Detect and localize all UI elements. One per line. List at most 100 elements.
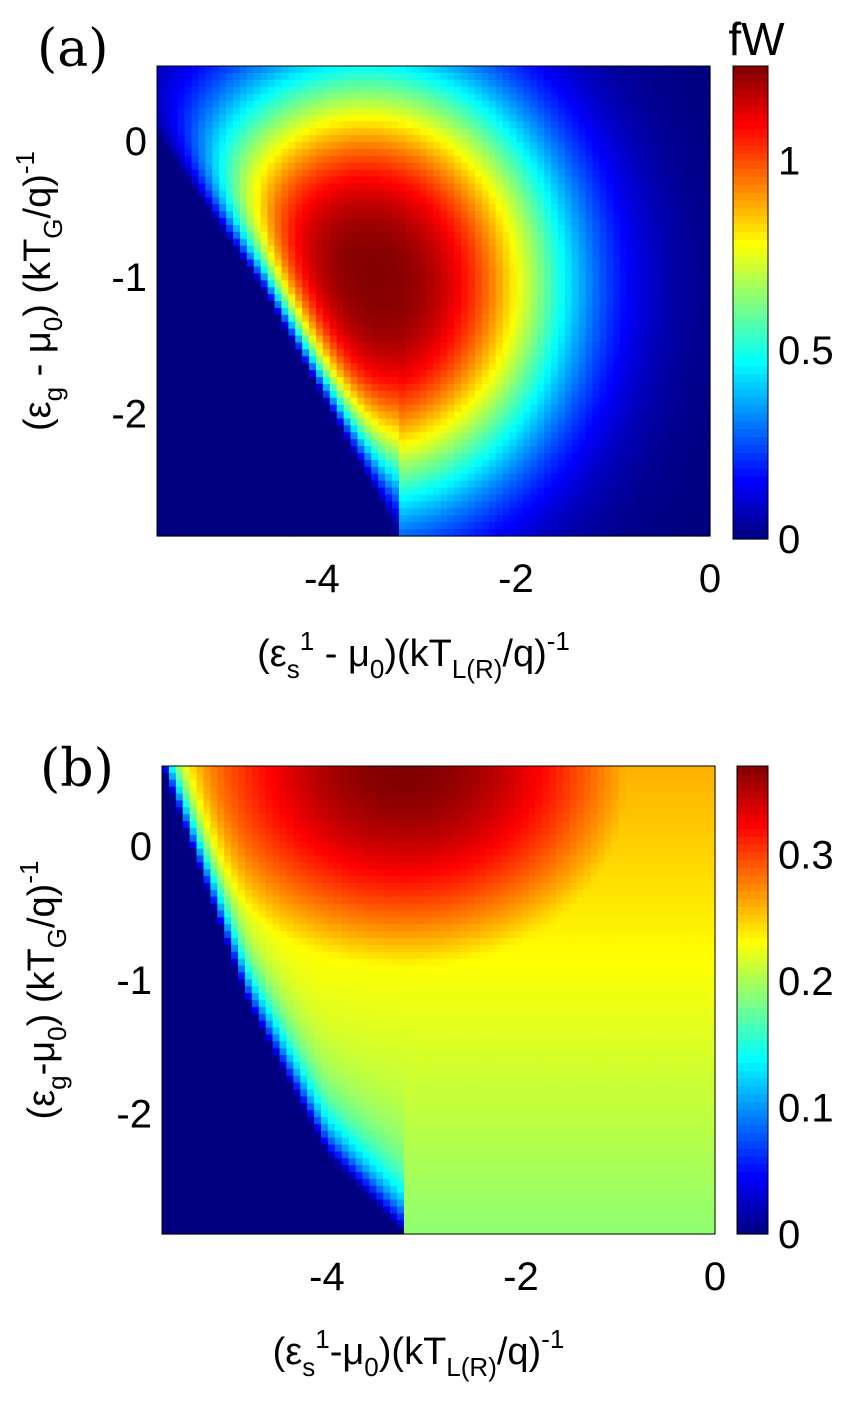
- heatmap-cell: [315, 515, 324, 523]
- heatmap-cell: [468, 383, 476, 392]
- heatmap-cell: [620, 377, 628, 385]
- heatmap-cell: [371, 522, 379, 530]
- heatmap-cell: [654, 218, 663, 226]
- heatmap-cell: [419, 390, 428, 399]
- heatmap-cell: [412, 418, 421, 427]
- heatmap-cell: [502, 169, 511, 178]
- heatmap-cell: [260, 328, 269, 337]
- heatmap-cell: [523, 93, 531, 102]
- heatmap-cell: [537, 100, 545, 109]
- heatmap-cell: [599, 259, 607, 268]
- heatmap-cell: [212, 107, 220, 115]
- heatmap-cell: [523, 121, 531, 129]
- heatmap-cell: [274, 370, 283, 378]
- heatmap-cell: [564, 142, 573, 150]
- heatmap-cell: [309, 252, 317, 261]
- heatmap-cell: [419, 294, 428, 302]
- heatmap-cell: [530, 266, 538, 274]
- heatmap-cell: [329, 100, 338, 109]
- heatmap-cell: [357, 204, 365, 212]
- heatmap-cell: [585, 162, 594, 171]
- heatmap-cell: [322, 204, 331, 212]
- heatmap-cell: [419, 363, 428, 371]
- heatmap-cell: [198, 404, 206, 413]
- heatmap-cell: [246, 356, 255, 364]
- heatmap-cell: [585, 487, 594, 496]
- heatmap-cell: [502, 473, 511, 482]
- heatmap-cell: [606, 86, 614, 95]
- heatmap-cell: [322, 128, 331, 136]
- heatmap-cell: [281, 349, 289, 357]
- heatmap-cell: [523, 197, 531, 205]
- heatmap-cell: [551, 370, 559, 378]
- heatmap-cell: [184, 148, 193, 157]
- heatmap-cell: [551, 349, 559, 357]
- heatmap-cell: [246, 529, 255, 537]
- heatmap-cell: [170, 432, 179, 440]
- heatmap-cell: [412, 148, 421, 157]
- heatmap-cell: [654, 508, 663, 516]
- heatmap-cell: [322, 515, 331, 523]
- heatmap-cell: [392, 301, 400, 309]
- heatmap-cell: [329, 473, 338, 482]
- heatmap-cell: [481, 245, 490, 254]
- heatmap-cell: [184, 162, 193, 171]
- heatmap-cell: [620, 100, 628, 109]
- heatmap-cell: [398, 231, 407, 240]
- heatmap-cell: [295, 363, 303, 371]
- heatmap-cell: [253, 100, 262, 109]
- heatmap-cell: [405, 383, 414, 392]
- heatmap-cell: [516, 197, 524, 205]
- heatmap-cell: [661, 211, 670, 219]
- heatmap-cell: [336, 114, 345, 122]
- heatmap-cell: [606, 114, 614, 122]
- heatmap-cell: [336, 473, 345, 482]
- heatmap-cell: [654, 335, 663, 344]
- heatmap-cell: [488, 231, 497, 240]
- heatmap-cell: [157, 128, 165, 136]
- heatmap-cell: [157, 72, 165, 81]
- heatmap-cell: [474, 321, 483, 330]
- heatmap-cell: [599, 135, 607, 143]
- heatmap-cell: [620, 446, 628, 454]
- heatmap-cell: [654, 204, 663, 212]
- heatmap-cell: [633, 370, 642, 378]
- heatmap-cell: [233, 411, 241, 420]
- heatmap-cell: [419, 169, 428, 178]
- heatmap-cell: [357, 508, 365, 516]
- heatmap-cell: [198, 218, 206, 226]
- heatmap-cell: [564, 245, 573, 254]
- heatmap-cell: [488, 266, 497, 274]
- heatmap-cell: [405, 439, 414, 447]
- heatmap-cell: [606, 183, 614, 192]
- heatmap-cell: [322, 66, 331, 74]
- heatmap-cell: [260, 183, 269, 192]
- heatmap-cell: [357, 487, 365, 496]
- heatmap-cell: [633, 390, 642, 399]
- heatmap-cell: [239, 418, 248, 427]
- heatmap-cell: [530, 446, 538, 454]
- heatmap-cell: [212, 453, 220, 461]
- heatmap-cell: [281, 176, 289, 185]
- heatmap-cell: [322, 238, 331, 247]
- heatmap-cell: [419, 370, 428, 378]
- heatmap-cell: [322, 121, 331, 129]
- heatmap-cell: [253, 72, 262, 81]
- heatmap-cell: [343, 425, 352, 433]
- heatmap-cell: [530, 135, 538, 143]
- heatmap-cell: [212, 162, 220, 171]
- heatmap-cell: [302, 439, 310, 447]
- heatmap-cell: [502, 404, 511, 413]
- heatmap-cell: [239, 411, 248, 420]
- heatmap-cell: [523, 273, 531, 281]
- heatmap-cell: [578, 79, 587, 88]
- heatmap-cell: [274, 342, 283, 350]
- heatmap-cell: [564, 169, 573, 178]
- heatmap-cell: [440, 363, 448, 371]
- heatmap-cell: [426, 100, 435, 109]
- heatmap-cell: [454, 494, 462, 503]
- heatmap-cell: [564, 66, 573, 74]
- heatmap-cell: [371, 390, 379, 399]
- heatmap-cell: [551, 107, 559, 115]
- heatmap-cell: [226, 204, 234, 212]
